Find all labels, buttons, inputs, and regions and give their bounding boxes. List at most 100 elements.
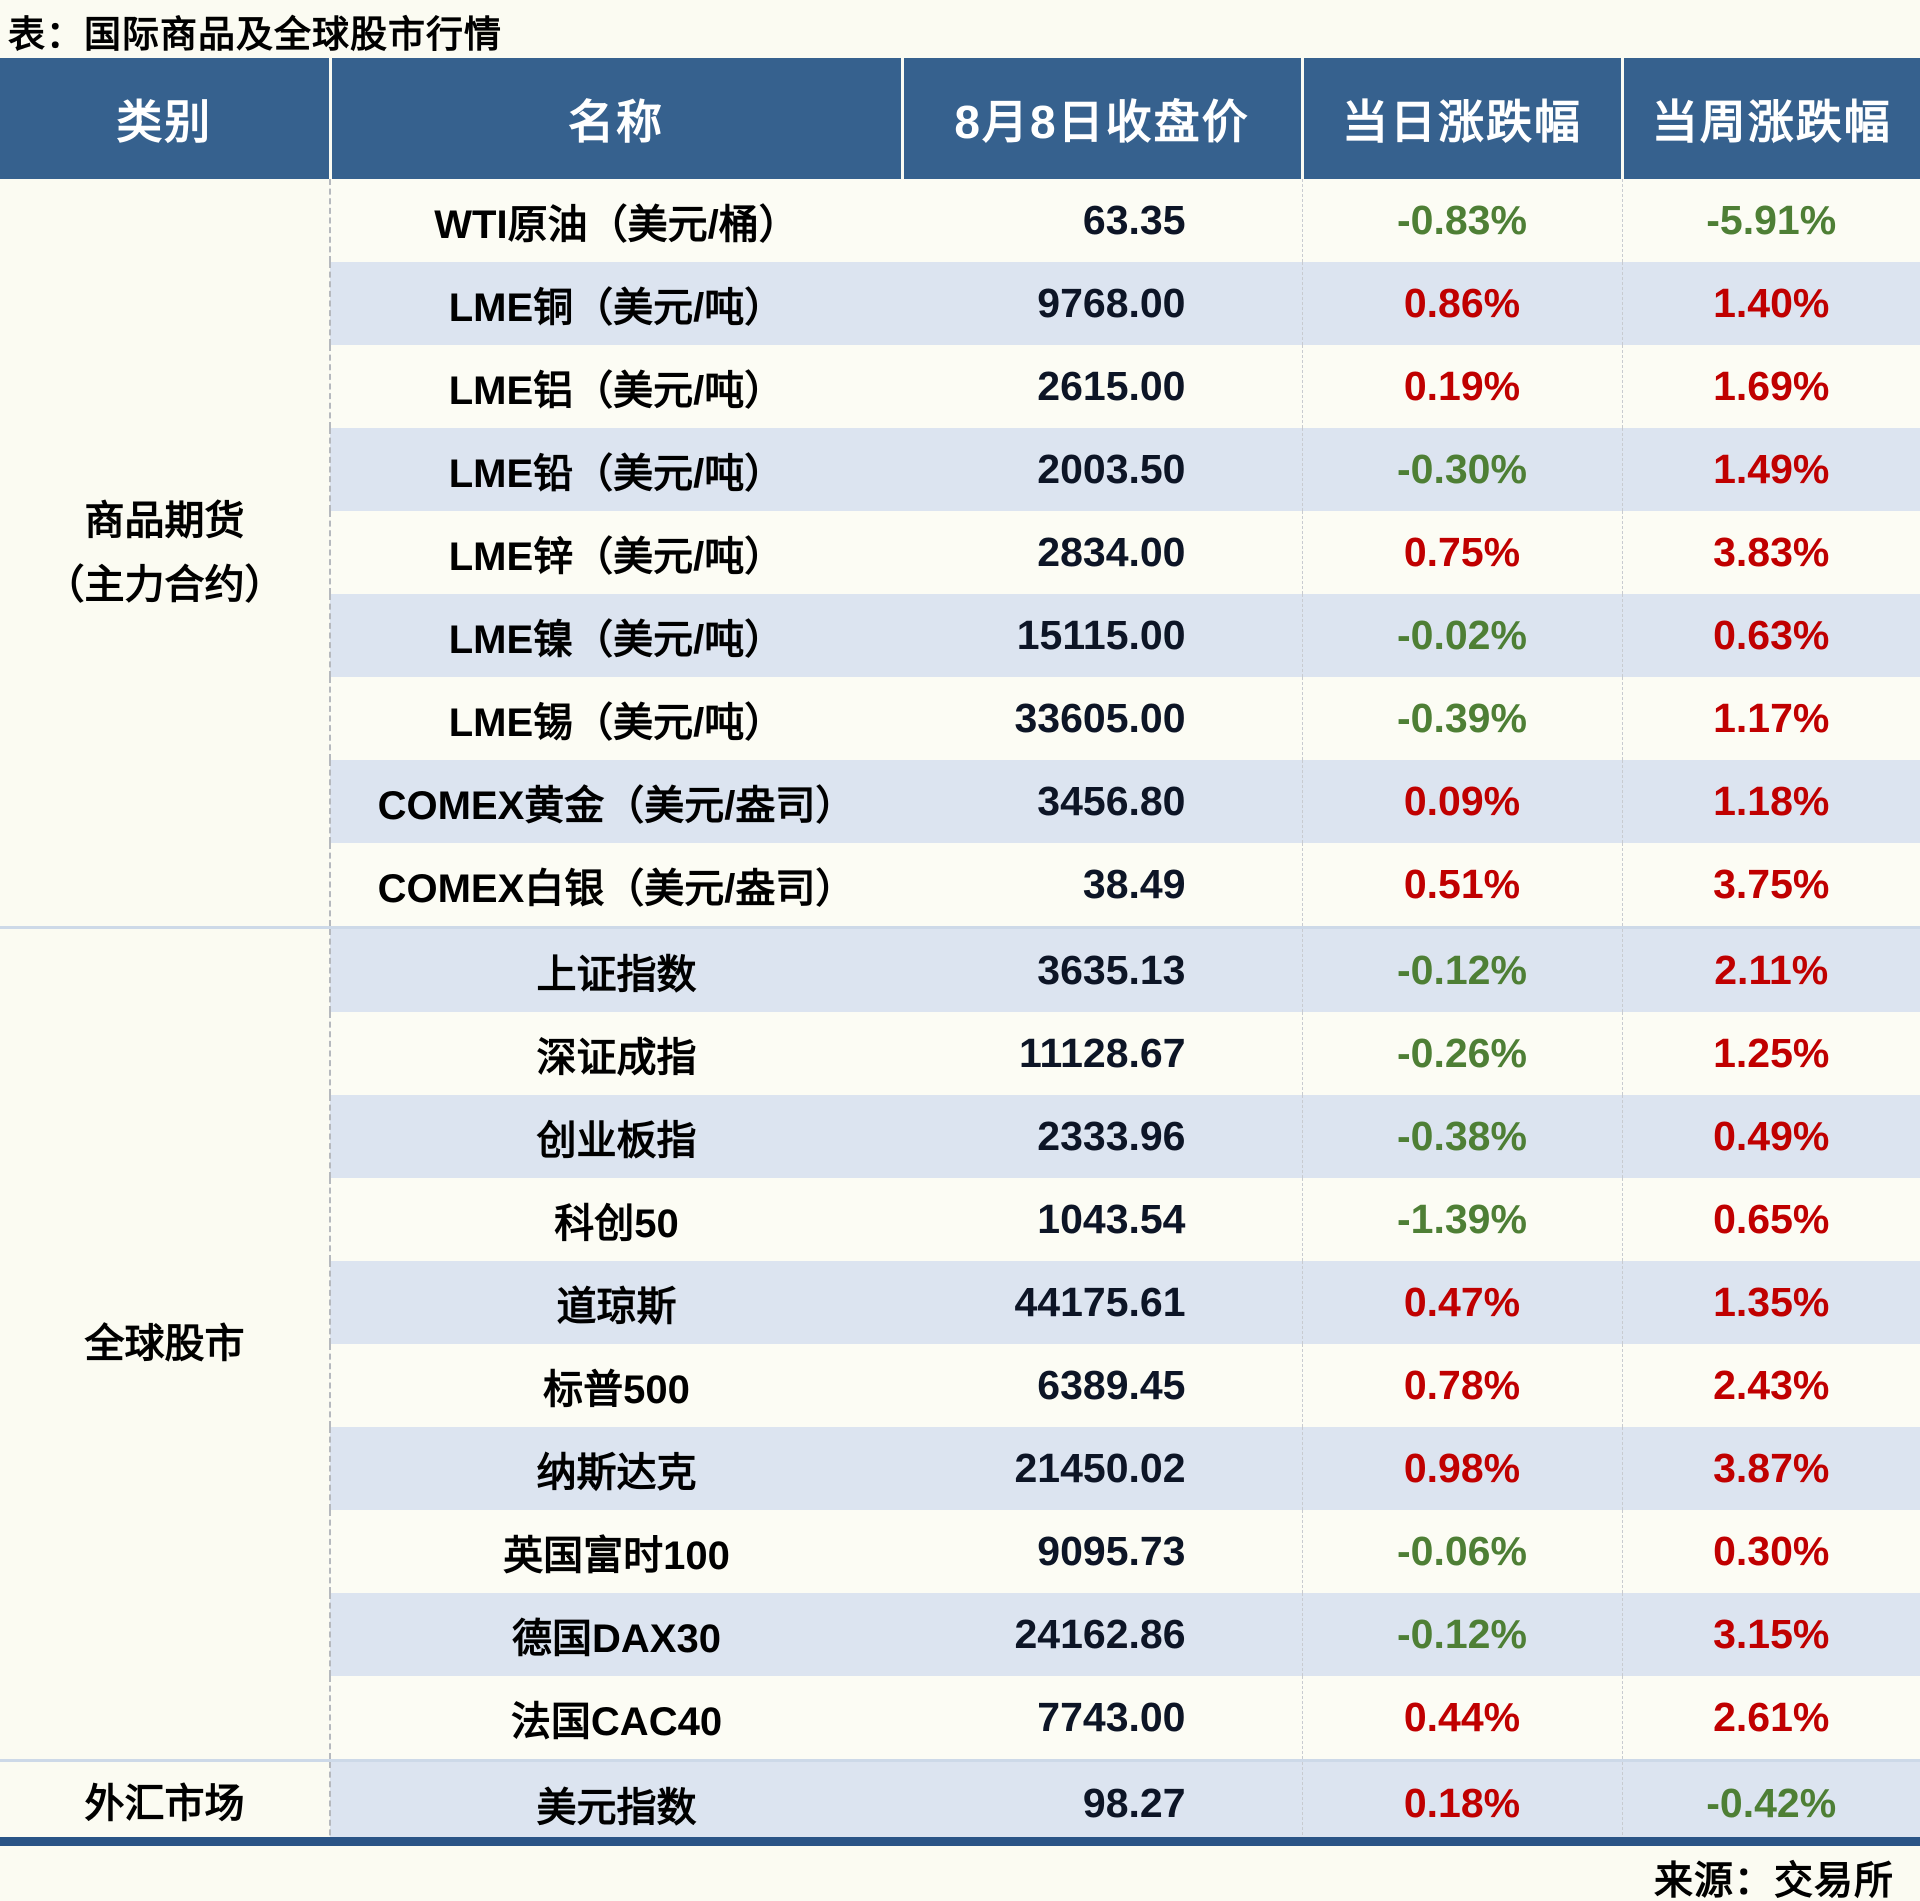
daily-change: 0.44%	[1302, 1676, 1623, 1761]
close-price: 7743.00	[902, 1676, 1303, 1761]
table-bottom-border	[0, 1837, 1920, 1846]
daily-change: -0.39%	[1302, 677, 1623, 760]
table-row: LME锌（美元/吨） 2834.00 0.75% 3.83%	[0, 511, 1920, 594]
daily-change: -0.06%	[1302, 1510, 1623, 1593]
instrument-name: 标普500	[330, 1344, 902, 1427]
table-row: LME铝（美元/吨） 2615.00 0.19% 1.69%	[0, 345, 1920, 428]
close-price: 3635.13	[902, 926, 1303, 1012]
weekly-change: 0.63%	[1622, 594, 1920, 677]
table-row: LME镍（美元/吨） 15115.00 -0.02% 0.63%	[0, 594, 1920, 677]
weekly-change: 2.43%	[1622, 1344, 1920, 1427]
close-price: 98.27	[902, 1759, 1303, 1845]
instrument-name: 深证成指	[330, 1012, 902, 1095]
daily-change: 0.98%	[1302, 1427, 1623, 1510]
instrument-name: 法国CAC40	[330, 1676, 902, 1761]
table-header: 类别 名称 8月8日收盘价 当日涨跌幅 当周涨跌幅	[0, 58, 1920, 179]
instrument-name: 道琼斯	[330, 1261, 902, 1344]
table-row: 外汇市场 美元指数 98.27 0.18% -0.42%	[0, 1759, 1920, 1845]
daily-change: 0.75%	[1302, 511, 1623, 594]
daily-change: -0.38%	[1302, 1095, 1623, 1178]
close-price: 24162.86	[902, 1593, 1303, 1676]
close-price: 44175.61	[902, 1261, 1303, 1344]
instrument-name: 德国DAX30	[330, 1593, 902, 1676]
daily-change: 0.19%	[1302, 345, 1623, 428]
close-price: 63.35	[902, 179, 1303, 262]
weekly-change: 0.30%	[1622, 1510, 1920, 1593]
daily-change: 0.18%	[1302, 1759, 1623, 1845]
instrument-name: 英国富时100	[330, 1510, 902, 1593]
table-row: LME铜（美元/吨） 9768.00 0.86% 1.40%	[0, 262, 1920, 345]
daily-change: 0.86%	[1302, 262, 1623, 345]
weekly-change: 3.87%	[1622, 1427, 1920, 1510]
category-cell: 全球股市	[0, 926, 331, 1761]
table-row: 全球股市 上证指数 3635.13 -0.12% 2.11%	[0, 926, 1920, 1761]
instrument-name: 创业板指	[330, 1095, 902, 1178]
close-price: 9768.00	[902, 262, 1303, 345]
instrument-name: 纳斯达克	[330, 1427, 902, 1510]
daily-change: 0.09%	[1302, 760, 1623, 843]
daily-change: 0.51%	[1302, 843, 1623, 928]
header-cell-name: 名称	[330, 58, 904, 179]
table-row: 创业板指 2333.96 -0.38% 0.49%	[0, 1095, 1920, 1178]
table-row: COMEX黄金（美元/盎司） 3456.80 0.09% 1.18%	[0, 760, 1920, 843]
daily-change: 0.78%	[1302, 1344, 1623, 1427]
daily-change: -1.39%	[1302, 1178, 1623, 1261]
daily-change: -0.83%	[1302, 179, 1623, 262]
instrument-name: LME铝（美元/吨）	[330, 345, 902, 428]
header-cell-daily-change: 当日涨跌幅	[1302, 58, 1624, 179]
table-row: 商品期货 （主力合约） WTI原油（美元/桶） 63.35 -0.83% -5.…	[0, 179, 1920, 928]
header-cell-category: 类别	[0, 58, 332, 179]
daily-change: -0.12%	[1302, 1593, 1623, 1676]
weekly-change: 0.65%	[1622, 1178, 1920, 1261]
table-row: 深证成指 11128.67 -0.26% 1.25%	[0, 1012, 1920, 1095]
close-price: 6389.45	[902, 1344, 1303, 1427]
source-note: 来源：交易所	[1653, 1860, 1894, 1901]
weekly-change: -0.42%	[1622, 1759, 1920, 1845]
table-row: 英国富时100 9095.73 -0.06% 0.30%	[0, 1510, 1920, 1593]
table-title: 表：国际商品及全球股市行情	[8, 14, 502, 55]
close-price: 9095.73	[902, 1510, 1303, 1593]
header-cell-close-price: 8月8日收盘价	[902, 58, 1304, 179]
weekly-change: 2.61%	[1622, 1676, 1920, 1761]
close-price: 2615.00	[902, 345, 1303, 428]
instrument-name: 美元指数	[330, 1759, 902, 1845]
weekly-change: 1.49%	[1622, 428, 1920, 511]
instrument-name: LME锌（美元/吨）	[330, 511, 902, 594]
table-row: 纳斯达克 21450.02 0.98% 3.87%	[0, 1427, 1920, 1510]
table-row: 科创50 1043.54 -1.39% 0.65%	[0, 1178, 1920, 1261]
weekly-change: 1.40%	[1622, 262, 1920, 345]
close-price: 38.49	[902, 843, 1303, 928]
instrument-name: LME镍（美元/吨）	[330, 594, 902, 677]
close-price: 2834.00	[902, 511, 1303, 594]
instrument-name: WTI原油（美元/桶）	[330, 179, 902, 262]
close-price: 11128.67	[902, 1012, 1303, 1095]
weekly-change: 1.25%	[1622, 1012, 1920, 1095]
weekly-change: 0.49%	[1622, 1095, 1920, 1178]
table-row: 标普500 6389.45 0.78% 2.43%	[0, 1344, 1920, 1427]
weekly-change: 3.83%	[1622, 511, 1920, 594]
weekly-change: 2.11%	[1622, 926, 1920, 1012]
daily-change: -0.30%	[1302, 428, 1623, 511]
daily-change: -0.12%	[1302, 926, 1623, 1012]
daily-change: -0.26%	[1302, 1012, 1623, 1095]
weekly-change: -5.91%	[1622, 179, 1920, 262]
close-price: 21450.02	[902, 1427, 1303, 1510]
weekly-change: 1.35%	[1622, 1261, 1920, 1344]
weekly-change: 1.17%	[1622, 677, 1920, 760]
weekly-change: 1.69%	[1622, 345, 1920, 428]
instrument-name: LME铜（美元/吨）	[330, 262, 902, 345]
category-cell: 外汇市场	[0, 1759, 331, 1845]
instrument-name: LME锡（美元/吨）	[330, 677, 902, 760]
table-row: 道琼斯 44175.61 0.47% 1.35%	[0, 1261, 1920, 1344]
close-price: 15115.00	[902, 594, 1303, 677]
quotes-table: 类别 名称 8月8日收盘价 当日涨跌幅 当周涨跌幅 商品期货 （主力合约） WT…	[0, 58, 1920, 1845]
close-price: 2003.50	[902, 428, 1303, 511]
instrument-name: COMEX白银（美元/盎司）	[330, 843, 902, 928]
category-cell: 商品期货 （主力合约）	[0, 179, 331, 928]
close-price: 3456.80	[902, 760, 1303, 843]
close-price: 33605.00	[902, 677, 1303, 760]
table-row: LME锡（美元/吨） 33605.00 -0.39% 1.17%	[0, 677, 1920, 760]
daily-change: 0.47%	[1302, 1261, 1623, 1344]
weekly-change: 1.18%	[1622, 760, 1920, 843]
header-cell-weekly-change: 当周涨跌幅	[1622, 58, 1920, 179]
